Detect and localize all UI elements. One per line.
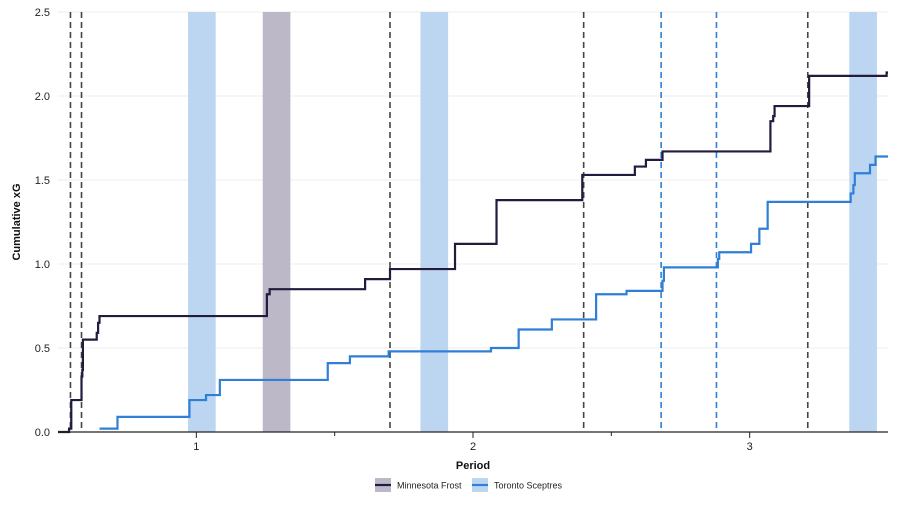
goal-lines	[69, 12, 809, 432]
y-tick-label: 0.0	[35, 427, 50, 439]
legend-item: Toronto Sceptres	[472, 478, 563, 492]
x-tick-label: 3	[747, 441, 753, 453]
y-axis-ticks: 0.0 0.5 1.0 1.5 2.0 2.5	[35, 7, 50, 439]
series-lines	[58, 71, 888, 434]
x-tick-label: 1	[193, 441, 199, 453]
x-tick-label: 2	[470, 441, 476, 453]
y-axis-title: Cumulative xG	[11, 183, 23, 260]
gridlines	[58, 11, 888, 433]
penalty-band	[420, 12, 449, 432]
y-tick-label: 1.0	[35, 259, 50, 271]
legend-label: Toronto Sceptres	[494, 481, 563, 491]
legend-label: Minnesota Frost	[397, 481, 462, 491]
x-axis-ticks: 1 2 3	[193, 432, 753, 453]
series-line	[58, 71, 888, 434]
x-axis-title: Period	[456, 460, 490, 472]
y-tick-label: 1.5	[35, 175, 50, 187]
y-tick-label: 2.5	[35, 7, 50, 19]
series-line	[99, 155, 888, 430]
legend: Minnesota Frost Toronto Sceptres	[375, 478, 563, 492]
penalty-band	[262, 12, 291, 432]
y-tick-label: 2.0	[35, 91, 50, 103]
y-tick-label: 0.5	[35, 343, 50, 355]
penalty-bands	[188, 12, 877, 432]
penalty-band	[188, 12, 216, 432]
legend-item: Minnesota Frost	[375, 478, 462, 492]
penalty-band	[849, 12, 877, 432]
